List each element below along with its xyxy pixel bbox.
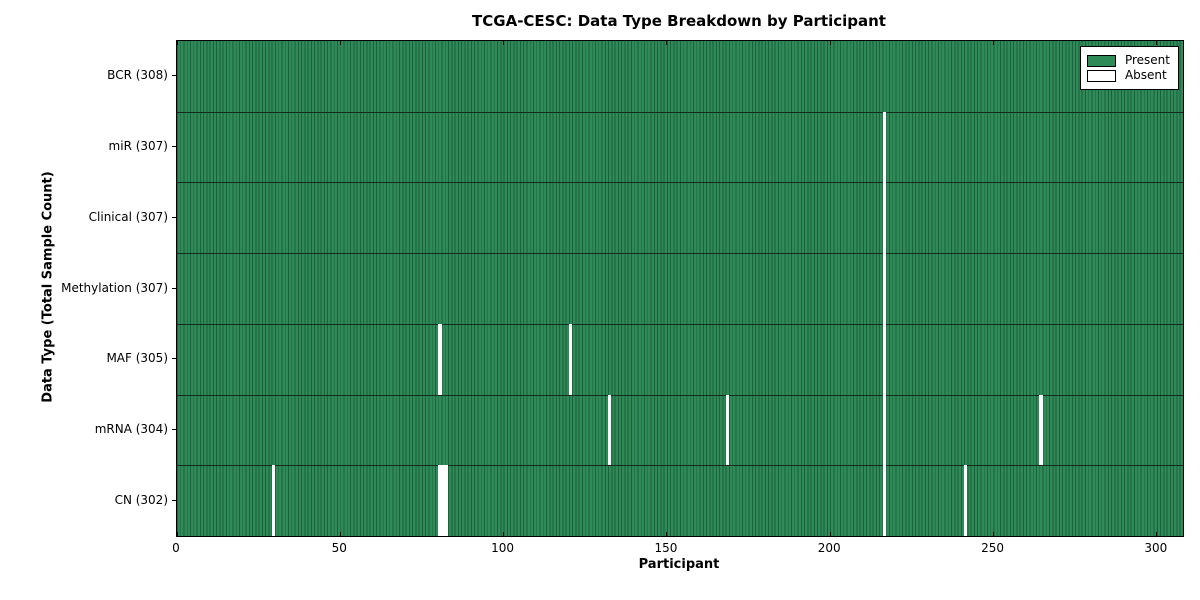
legend-label-absent: Absent [1124,68,1167,82]
ytick-mark [172,499,176,501]
absent-stripe-CN-216 [882,465,886,536]
absent-stripe-CN-80 [438,465,442,536]
ytick-label-Clinical: Clinical (307) [88,209,168,224]
absent-stripe-MAF-216 [882,323,886,395]
xtick-label-250: 250 [981,541,1004,555]
xtick-mark-top [1156,41,1158,45]
absent-stripe-CN-81 [441,465,445,536]
absent-stripe-miR-216 [882,111,886,183]
xtick-mark-bottom [1156,532,1158,536]
absent-stripe-MAF-80 [438,323,442,395]
xtick-label-50: 50 [331,541,347,555]
legend-swatch-present-icon [1086,54,1116,67]
xtick-mark-bottom [829,532,831,536]
xtick-mark-bottom [503,532,505,536]
row-separator [177,182,1183,184]
xtick-mark-bottom [177,532,178,536]
legend-label-present: Present [1124,53,1170,67]
ytick-mark [172,216,176,218]
legend-swatch-absent-icon [1086,69,1116,82]
xtick-mark-bottom [666,532,668,536]
row-separator [177,111,1183,113]
absent-stripe-mRNA-264 [1039,394,1043,466]
ytick-mark [172,358,176,360]
xtick-mark-top [829,41,831,45]
ytick-label-BCR: BCR (308) [107,68,168,83]
row-separator [177,323,1183,325]
row-separator [177,465,1183,467]
legend: Present Absent [1079,46,1179,90]
xtick-mark-top [339,41,341,45]
absent-stripe-Clinical-216 [882,182,886,254]
row-separator [177,253,1183,255]
ytick-mark [172,428,176,430]
xtick-mark-bottom [993,532,995,536]
xtick-mark-top [177,41,178,45]
x-axis-label: Participant [638,557,720,572]
xtick-mark-top [666,41,668,45]
legend-entry-present: Present [1086,53,1170,67]
xtick-label-200: 200 [817,541,841,555]
ytick-label-MAF: MAF (305) [106,351,168,366]
xtick-mark-top [993,41,995,45]
xtick-label-0: 0 [172,541,180,555]
xtick-label-150: 150 [654,541,678,555]
absent-stripe-MAF-120 [568,323,573,395]
xtick-mark-bottom [339,532,341,536]
ytick-label-mRNA: mRNA (304) [94,421,168,436]
ytick-label-Methylation: Methylation (307) [61,280,168,295]
absent-stripe-Methylation-216 [882,253,886,324]
legend-entry-absent: Absent [1086,68,1170,82]
absent-stripe-mRNA-132 [608,394,612,466]
ytick-mark [172,146,176,148]
ytick-label-CN: CN (302) [114,492,168,507]
xtick-mark-top [503,41,505,45]
ytick-mark [172,75,176,77]
absent-stripe-mRNA-216 [882,394,886,466]
absent-stripe-CN-82 [444,465,449,536]
row-separator [177,394,1183,396]
absent-stripe-mRNA-168 [725,394,729,466]
chart-title: TCGA-CESC: Data Type Breakdown by Partic… [472,12,886,30]
absent-stripe-CN-29 [271,465,275,536]
xtick-label-100: 100 [491,541,515,555]
plot-area: Present Absent [176,40,1184,537]
absent-stripe-CN-241 [964,465,968,536]
ytick-label-miR: miR (307) [108,139,168,154]
ytick-mark [172,287,176,289]
xtick-label-300: 300 [1144,541,1168,555]
